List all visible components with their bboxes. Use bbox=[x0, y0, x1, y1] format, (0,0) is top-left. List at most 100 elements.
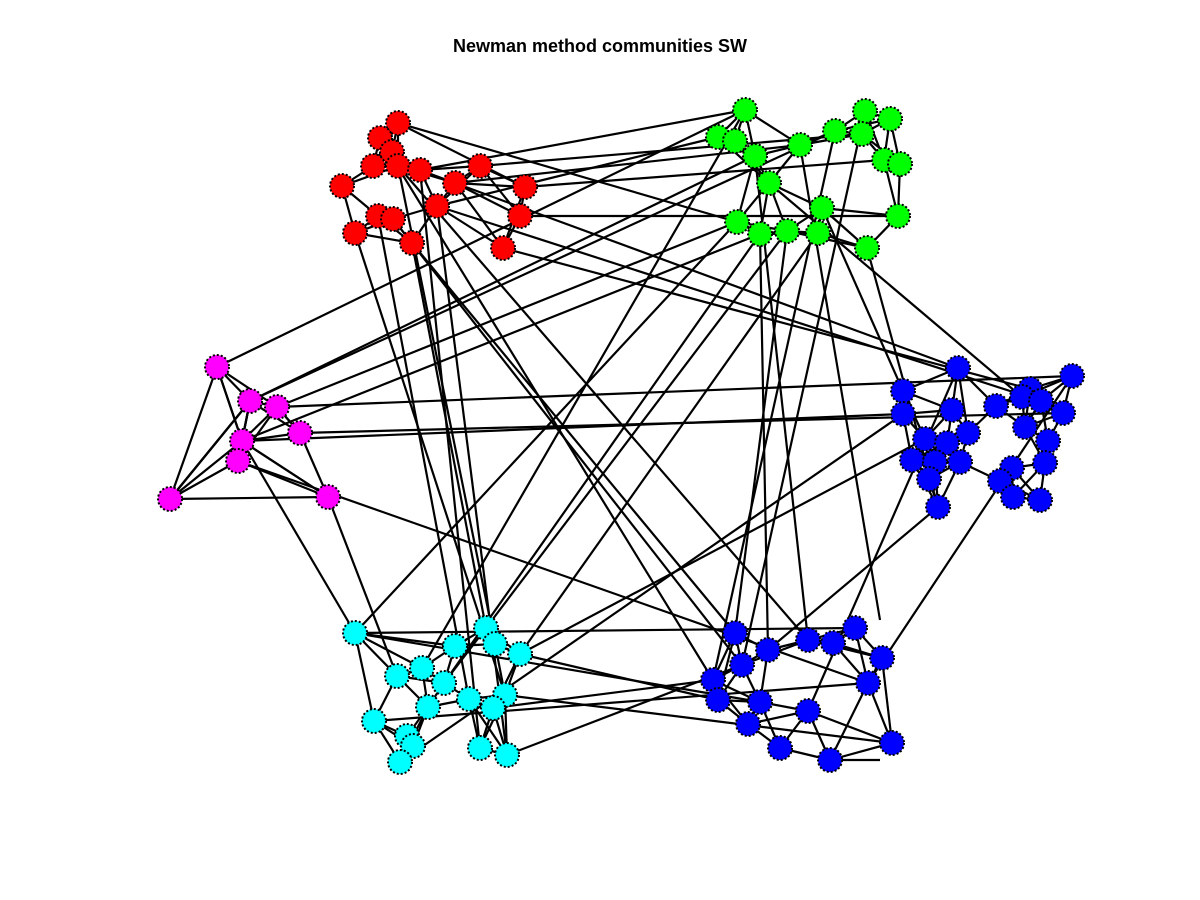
node-cyan bbox=[480, 695, 506, 721]
node-magenta bbox=[157, 486, 183, 512]
edge-cross-community bbox=[215, 366, 244, 442]
node-red bbox=[385, 153, 411, 179]
edge-cross-community bbox=[519, 232, 819, 655]
node-blue bbox=[767, 735, 793, 761]
edge-cross-community bbox=[820, 207, 905, 392]
node-blue bbox=[735, 711, 761, 737]
node-cyan bbox=[384, 663, 410, 689]
node-blue bbox=[934, 430, 960, 456]
node-blue bbox=[1059, 363, 1085, 389]
edge-cross-community bbox=[276, 374, 1073, 409]
node-red bbox=[467, 153, 493, 179]
edge-cyan-internal bbox=[353, 632, 376, 722]
edge-cross-community bbox=[241, 232, 761, 443]
edge-cross-community bbox=[485, 230, 788, 629]
edge-cross-community bbox=[867, 375, 1073, 684]
edge-cross-community bbox=[443, 233, 761, 684]
node-magenta bbox=[204, 354, 230, 380]
node-blue bbox=[1028, 388, 1054, 414]
node-cyan bbox=[494, 742, 520, 768]
node-blue bbox=[1027, 487, 1053, 513]
edge-cross-community bbox=[435, 205, 509, 756]
node-blue bbox=[1035, 428, 1061, 454]
node-blue bbox=[916, 466, 942, 492]
edge-red-internal bbox=[454, 182, 504, 249]
node-blue bbox=[700, 667, 726, 693]
edge-cross-community bbox=[524, 158, 885, 189]
node-green bbox=[756, 170, 782, 196]
node-cyan bbox=[361, 708, 387, 734]
node-cyan bbox=[342, 620, 368, 646]
edge-cross-community bbox=[354, 631, 761, 704]
edge-cross-community bbox=[216, 109, 746, 368]
node-red bbox=[360, 153, 386, 179]
node-blue bbox=[912, 426, 938, 452]
node-blue bbox=[729, 652, 755, 678]
node-blue bbox=[947, 449, 973, 475]
node-cyan bbox=[507, 641, 533, 667]
edge-cross-community bbox=[436, 204, 1042, 403]
edge-cross-community bbox=[454, 143, 801, 185]
node-cyan bbox=[456, 686, 482, 712]
edge-cross-community bbox=[241, 412, 904, 443]
edge-blue-internal bbox=[807, 709, 893, 745]
edge-cross-community bbox=[454, 181, 959, 370]
node-green bbox=[787, 132, 813, 158]
edge-cross-community bbox=[379, 137, 714, 681]
node-blue bbox=[1012, 414, 1038, 440]
node-blue bbox=[939, 397, 965, 423]
edge-cross-community bbox=[241, 440, 329, 498]
node-green bbox=[805, 220, 831, 246]
node-blue bbox=[795, 627, 821, 653]
node-blue bbox=[722, 620, 748, 646]
edge-cross-community bbox=[249, 155, 756, 402]
node-red bbox=[385, 110, 411, 136]
node-blue bbox=[899, 447, 925, 473]
node-red bbox=[380, 206, 406, 232]
edge-cross-community bbox=[241, 440, 356, 634]
edge-cross-community bbox=[326, 496, 399, 677]
edge-cross-community bbox=[504, 693, 893, 745]
edge-cross-community bbox=[276, 220, 738, 409]
node-red bbox=[512, 174, 538, 200]
node-cyan bbox=[467, 735, 493, 761]
node-green bbox=[887, 151, 913, 177]
node-green bbox=[722, 128, 748, 154]
node-blue bbox=[1000, 484, 1026, 510]
node-blue bbox=[817, 747, 843, 773]
edge-cross-community bbox=[411, 242, 736, 634]
node-red bbox=[342, 220, 368, 246]
node-blue bbox=[1032, 450, 1058, 476]
node-cyan bbox=[400, 733, 426, 759]
node-blue bbox=[842, 615, 868, 641]
node-cyan bbox=[387, 749, 413, 775]
node-red bbox=[442, 170, 468, 196]
edge-cross-community bbox=[768, 182, 1023, 398]
edge-cross-community bbox=[767, 506, 939, 651]
node-red bbox=[399, 230, 425, 256]
node-blue bbox=[879, 730, 905, 756]
edge-cross-community bbox=[740, 110, 867, 666]
edge-red-internal bbox=[436, 205, 504, 249]
node-blue bbox=[855, 670, 881, 696]
node-blue bbox=[705, 687, 731, 713]
node-cyan bbox=[442, 633, 468, 659]
node-green bbox=[724, 209, 750, 235]
nodes-layer bbox=[157, 97, 1085, 775]
node-cyan bbox=[409, 655, 435, 681]
node-red bbox=[407, 157, 433, 183]
node-blue bbox=[890, 401, 916, 427]
edge-cross-community bbox=[354, 626, 856, 635]
node-blue bbox=[755, 637, 781, 663]
node-green bbox=[877, 106, 903, 132]
edge-cross-community bbox=[169, 495, 329, 501]
plot-title: Newman method communities SW bbox=[452, 36, 748, 56]
edge-cross-community bbox=[168, 366, 219, 500]
edge-cross-community bbox=[373, 681, 869, 723]
edge-cross-community bbox=[397, 122, 526, 188]
node-green bbox=[747, 221, 773, 247]
node-green bbox=[849, 121, 875, 147]
node-green bbox=[732, 97, 758, 123]
node-magenta bbox=[237, 388, 263, 414]
